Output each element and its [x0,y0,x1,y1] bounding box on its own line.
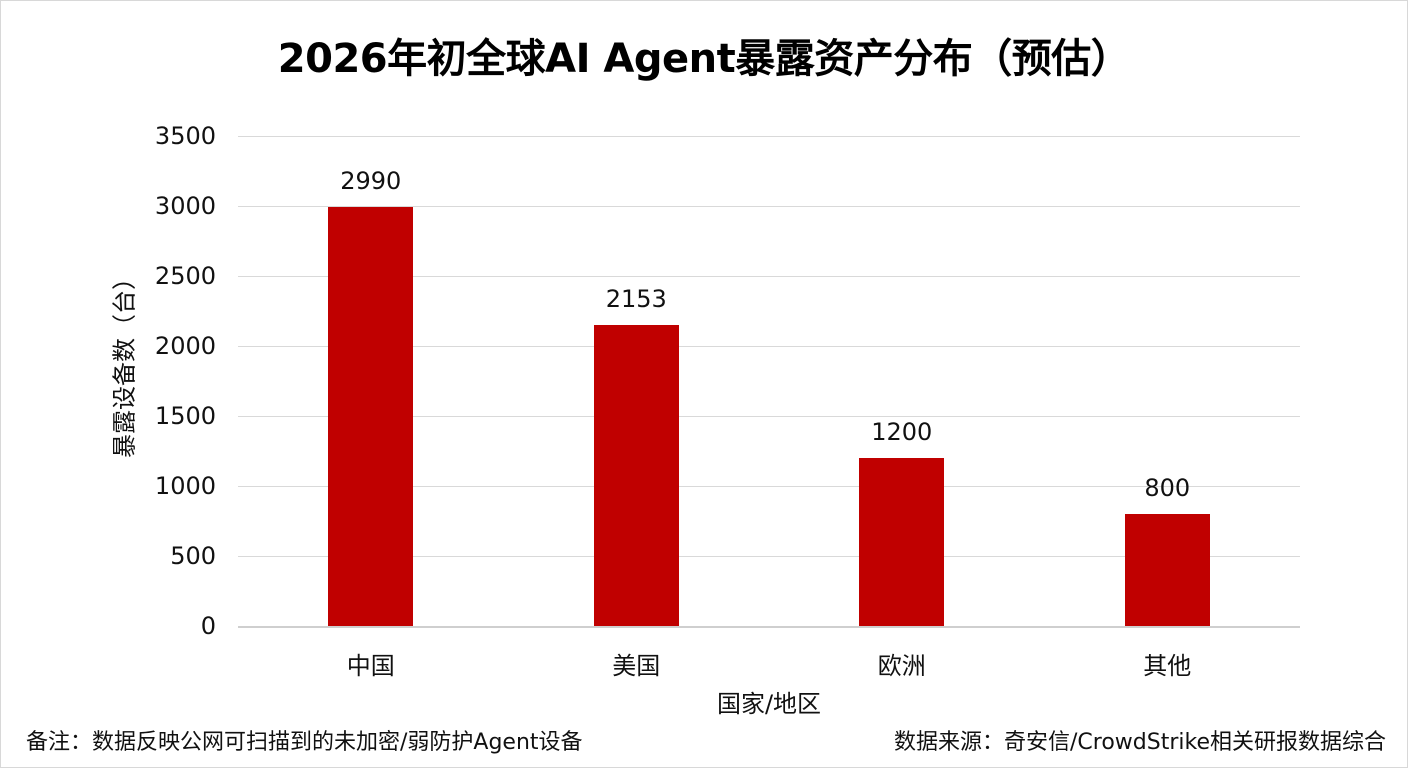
gridline [238,136,1300,137]
gridline [238,486,1300,487]
bar-value-label: 800 [1144,474,1191,502]
x-tick-label: 欧洲 [877,652,926,680]
bar-1 [593,324,679,626]
y-tick-label: 2000 [154,332,216,360]
plot-area: 2990 2153 1200 800 [238,136,1300,628]
gridline [238,556,1300,557]
gridline [238,416,1300,417]
gridline [238,626,1300,628]
y-tick-label: 1500 [154,402,216,430]
x-tick-label: 其他 [1143,652,1192,680]
bar-value-label: 1200 [871,418,933,446]
y-tick-label: 500 [170,542,216,570]
y-tick-label: 2500 [154,262,216,290]
y-tick-label: 3500 [154,122,216,150]
gridline [238,276,1300,277]
gridline [238,206,1300,207]
chart-title: 2026年初全球AI Agent暴露资产分布（预估） [277,36,1131,82]
bar-3 [1124,514,1210,626]
bar-value-label: 2153 [605,284,667,313]
y-tick-label: 1000 [154,472,216,500]
footnote: 备注：数据反映公网可扫描到的未加密/弱防护Agent设备 [26,730,583,755]
bar-2 [859,458,945,626]
bar-value-label: 2990 [340,167,402,196]
x-axis-label: 国家/地区 [716,690,822,718]
bar-0 [328,207,414,626]
x-tick-label: 美国 [612,652,661,680]
x-tick-label: 中国 [346,652,395,680]
data-source: 数据来源：奇安信/CrowdStrike相关研报数据综合 [894,730,1386,755]
y-tick-label: 0 [200,612,216,640]
gridline [238,346,1300,347]
y-tick-label: 3000 [154,192,216,220]
